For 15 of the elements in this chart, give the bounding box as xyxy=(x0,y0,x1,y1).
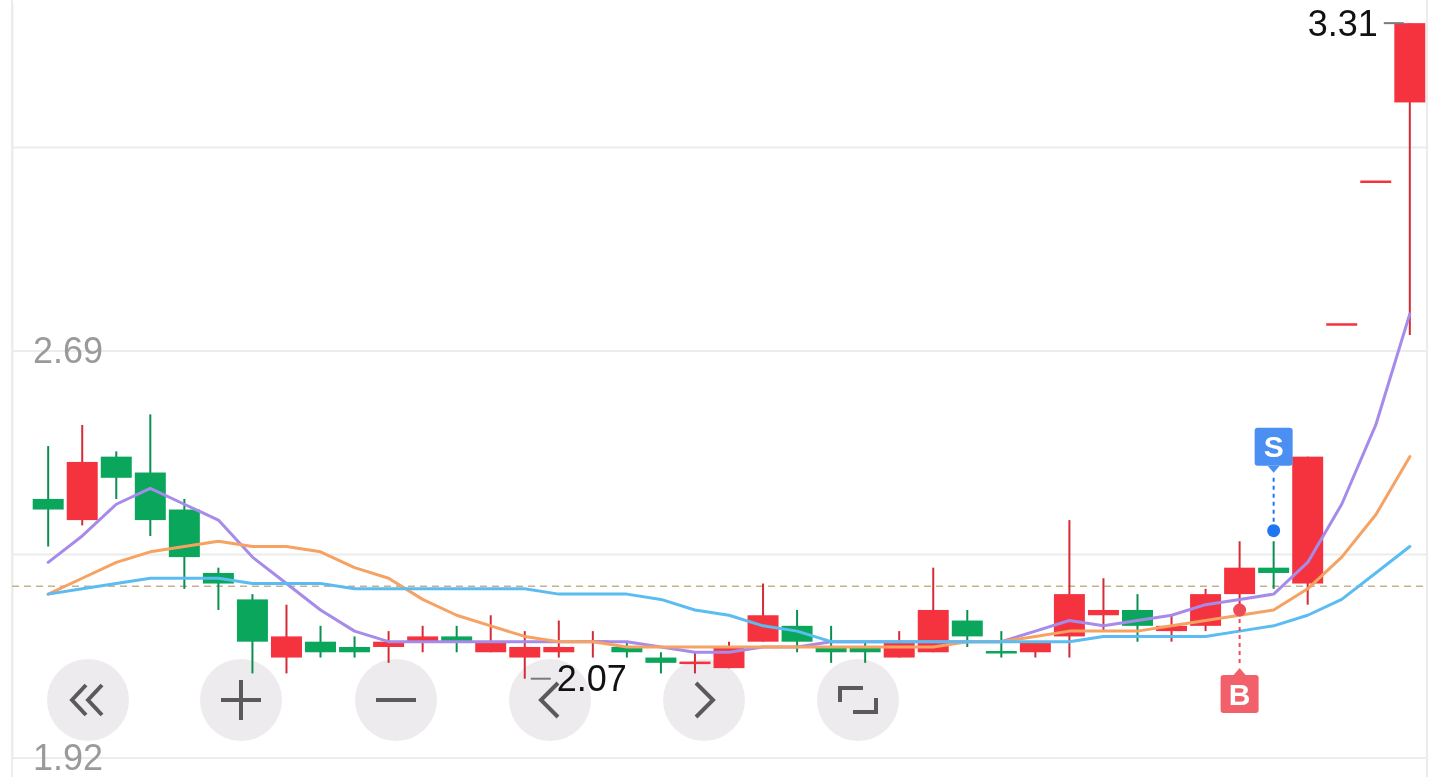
candlestick xyxy=(1258,540,1290,590)
annotation: S xyxy=(1263,430,1284,464)
line-series xyxy=(46,545,1412,644)
candlestick xyxy=(32,445,64,548)
annotation: B xyxy=(1228,677,1251,711)
y-tick-label: 2.69 xyxy=(33,329,104,371)
candlestick xyxy=(1087,577,1119,633)
y-tick-label: 1.92 xyxy=(33,737,104,777)
annotation: 3.31 xyxy=(1307,2,1378,44)
candlestick xyxy=(543,619,575,659)
candlestick xyxy=(645,651,677,675)
line-series xyxy=(46,455,1412,649)
candlestick xyxy=(985,630,1017,659)
annotation: 2.07 xyxy=(556,658,627,700)
candlestick xyxy=(339,635,371,659)
